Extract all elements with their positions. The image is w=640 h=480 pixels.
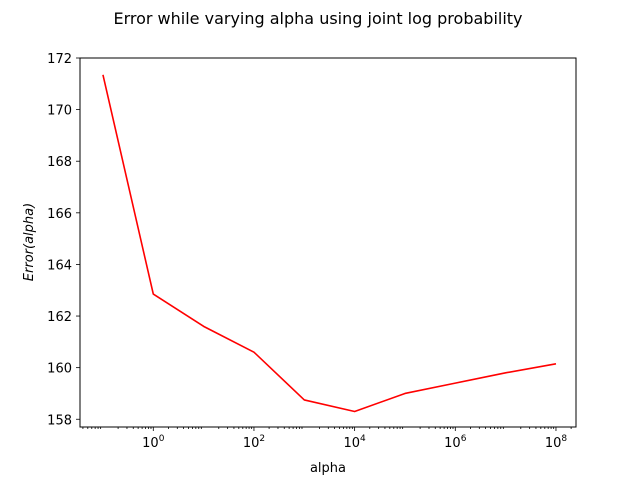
x-tick-label: 102 xyxy=(243,434,265,451)
x-axis-label: alpha xyxy=(310,461,346,476)
y-tick-label: 164 xyxy=(47,258,72,273)
chart-title: Error while varying alpha using joint lo… xyxy=(113,9,522,28)
series-group xyxy=(102,74,557,413)
y-tick-label: 160 xyxy=(47,362,72,377)
y-tick-label: 170 xyxy=(47,104,72,119)
y-axis-ticks: 158 160 162 164 166 168 170 172 xyxy=(47,52,80,428)
plot-area xyxy=(79,57,577,428)
y-axis-label: Error(alpha) xyxy=(22,203,37,281)
y-tick-label: 166 xyxy=(47,207,72,222)
x-axis-ticks: 100 102 104 106 108 xyxy=(82,427,572,451)
y-tick-label: 162 xyxy=(47,310,72,325)
y-tick-label: 168 xyxy=(47,155,72,170)
y-tick-label: 172 xyxy=(47,52,72,67)
x-tick-label: 100 xyxy=(142,434,165,451)
x-tick-label: 104 xyxy=(343,434,366,451)
y-tick-label: 158 xyxy=(47,413,72,428)
x-tick-label: 106 xyxy=(444,434,467,451)
plot-frame xyxy=(79,57,577,428)
x-tick-label: 108 xyxy=(545,434,568,451)
series-line xyxy=(102,74,557,413)
